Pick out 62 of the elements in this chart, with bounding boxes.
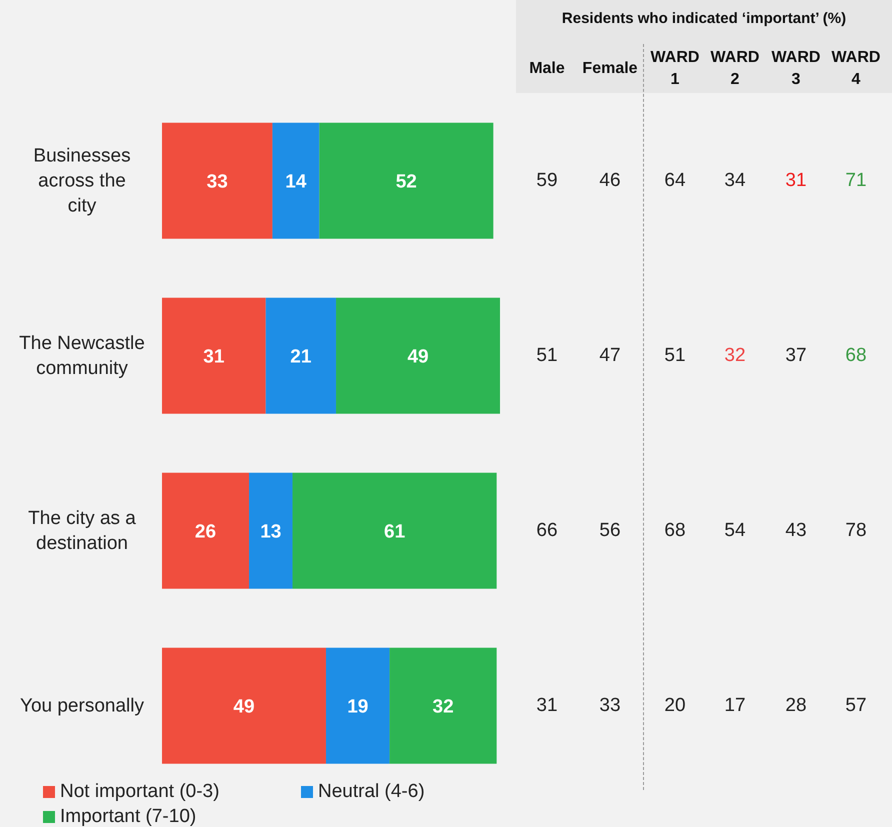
data-label: 49 — [407, 346, 429, 368]
data-label: 31 — [784, 168, 808, 192]
y-tick-label: Businesses across the city — [33, 146, 131, 216]
data-label: 64 — [663, 168, 687, 192]
data-label: 34 — [723, 168, 747, 192]
data-label: 71 — [844, 168, 868, 192]
bar — [336, 298, 500, 414]
data-label: 28 — [784, 694, 808, 718]
data-label: 21 — [290, 346, 312, 368]
x-tick-label: WARD 1 — [650, 48, 700, 90]
data-label: 59 — [535, 168, 559, 192]
data-label: 66 — [535, 518, 559, 542]
x-tick-label: WARD 4 — [830, 48, 882, 90]
data-label: 32 — [723, 344, 747, 368]
bar — [162, 472, 250, 589]
data-label: 17 — [723, 694, 747, 718]
x-tick-label: WARD 2 — [710, 48, 760, 90]
data-label: 37 — [784, 344, 808, 368]
data-label: 51 — [663, 344, 687, 368]
x-tick-label: WARD 3 — [770, 48, 822, 90]
data-label: 68 — [663, 518, 687, 542]
data-label: 13 — [260, 521, 282, 542]
data-label: 52 — [396, 171, 417, 192]
data-label: 54 — [723, 518, 747, 542]
data-label: 33 — [206, 171, 228, 192]
bar — [319, 122, 494, 239]
bar — [390, 648, 497, 764]
bar — [266, 298, 336, 414]
data-label: 33 — [598, 694, 622, 718]
data-label: 31 — [535, 694, 559, 718]
data-label: 26 — [194, 521, 216, 542]
bar — [162, 298, 266, 414]
bar — [292, 472, 497, 589]
data-label: 49 — [233, 696, 255, 718]
data-label: 51 — [535, 344, 559, 368]
x-tick-label: Male — [528, 59, 566, 79]
data-label: 19 — [347, 696, 368, 718]
data-label: 61 — [384, 521, 406, 542]
data-label: 43 — [784, 518, 808, 542]
bar — [272, 122, 320, 239]
data-label: 32 — [432, 696, 454, 718]
data-label: 46 — [598, 168, 622, 192]
bar — [162, 648, 326, 764]
y-tick-label: The Newcastle community — [19, 333, 145, 379]
data-label: 14 — [285, 171, 307, 192]
data-label: 78 — [844, 518, 868, 542]
legend-label: Not important (0-3) — [60, 780, 220, 804]
data-label: 31 — [203, 346, 225, 368]
bar — [162, 122, 272, 239]
data-label: 47 — [598, 344, 622, 368]
x-tick-label: Female — [581, 59, 639, 79]
legend-label: Important (7-10) — [60, 805, 196, 827]
bar — [249, 472, 293, 589]
y-tick-label: The city as a destination — [28, 508, 136, 554]
data-label: 56 — [598, 518, 622, 542]
data-label: 20 — [663, 694, 687, 718]
legend-label: Neutral (4-6) — [318, 780, 425, 804]
bar — [326, 648, 390, 764]
data-label: 68 — [844, 344, 868, 368]
chart-title: Residents who indicated ‘important’ (%) — [560, 10, 848, 27]
data-label: 57 — [844, 694, 868, 718]
y-tick-label: You personally — [20, 696, 144, 716]
